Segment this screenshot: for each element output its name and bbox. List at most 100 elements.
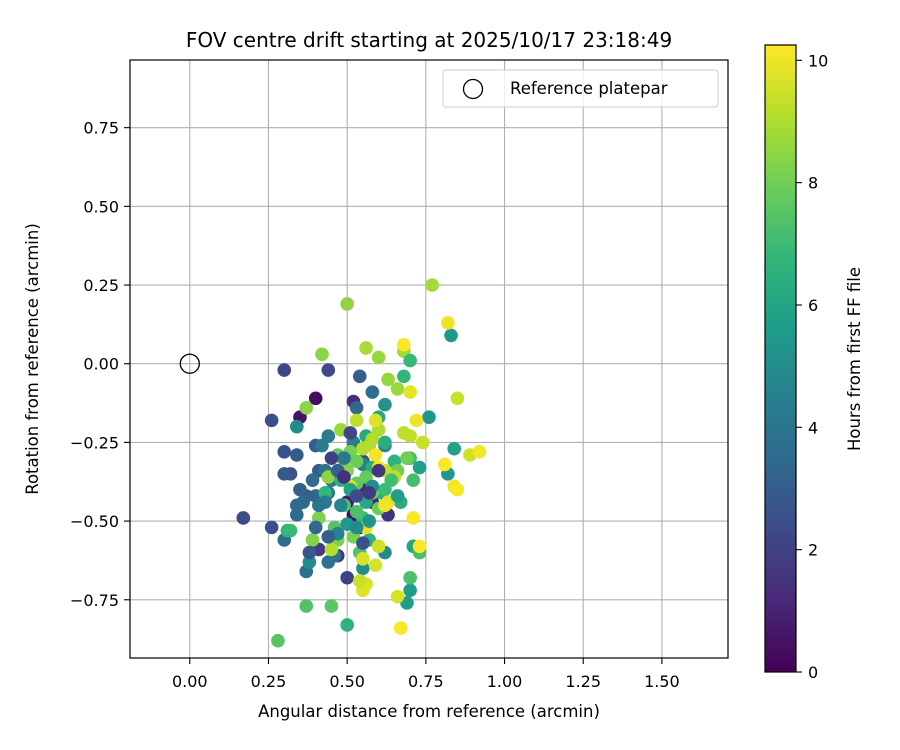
data-point	[412, 460, 427, 475]
data-point	[403, 353, 417, 368]
data-points	[236, 278, 487, 648]
data-point	[368, 448, 383, 462]
y-axis-ticks: −0.75 −0.50 −0.25 0.00 0.25 0.50 0.75	[70, 119, 130, 610]
data-point	[264, 413, 279, 428]
x-tick-label: 0.50	[329, 672, 365, 691]
x-axis-ticks: 0.00 0.25 0.50 0.75 1.00 1.25 1.50	[172, 658, 680, 691]
data-point	[305, 473, 320, 487]
data-point	[321, 429, 336, 443]
y-tick-label: 0.25	[83, 276, 119, 295]
data-point	[384, 473, 399, 487]
data-point	[415, 435, 430, 450]
legend-box	[442, 69, 719, 108]
data-point	[378, 498, 392, 513]
data-point	[393, 621, 408, 635]
legend: Reference platepar	[442, 69, 719, 108]
data-point	[340, 297, 354, 311]
data-point	[352, 574, 367, 588]
y-tick-label: −0.75	[70, 591, 119, 610]
data-point	[340, 618, 354, 632]
colorbar-tick-label: 8	[808, 174, 818, 193]
data-point	[406, 473, 421, 487]
data-point	[277, 363, 292, 377]
data-point	[359, 341, 373, 355]
data-point	[422, 410, 436, 425]
data-point	[356, 536, 370, 550]
colorbar-tick-label: 0	[808, 663, 818, 682]
data-point	[425, 278, 439, 292]
data-point	[390, 489, 405, 503]
colorbar-tick-label: 4	[808, 418, 818, 437]
x-tick-label: 0.25	[251, 672, 287, 691]
data-point	[349, 504, 364, 519]
chart-title: FOV centre drift starting at 2025/10/17 …	[186, 28, 672, 52]
data-point	[321, 530, 336, 544]
reference-layer	[179, 353, 200, 374]
data-point	[340, 570, 354, 585]
data-point	[378, 397, 392, 412]
data-point	[290, 448, 304, 462]
y-tick-label: 0.00	[83, 355, 119, 374]
x-tick-label: 1.25	[565, 672, 601, 691]
data-point	[371, 539, 386, 554]
data-point	[308, 520, 323, 535]
y-axis-label: Rotation from reference (arcmin)	[23, 223, 42, 495]
data-point	[400, 451, 414, 465]
data-point	[271, 633, 285, 648]
data-point	[412, 539, 427, 554]
data-point	[390, 382, 405, 396]
data-point	[236, 511, 251, 525]
data-point	[444, 328, 458, 343]
plot-background	[130, 60, 728, 658]
data-point	[290, 507, 304, 522]
data-point	[403, 385, 417, 399]
colorbar-tick-label: 2	[808, 541, 818, 560]
data-point	[409, 413, 424, 428]
data-point	[318, 485, 332, 500]
x-tick-label: 1.50	[644, 672, 680, 691]
data-point	[381, 372, 395, 387]
x-tick-label: 0.00	[172, 672, 208, 691]
data-point	[337, 451, 351, 465]
data-point	[299, 599, 314, 613]
data-point	[264, 520, 279, 535]
colorbar-ticks: 0 2 4 6 8 10	[796, 51, 828, 682]
data-point	[437, 457, 452, 472]
colorbar-label: Hours from first FF file	[845, 267, 864, 451]
colorbar: 0 2 4 6 8 10 Hours from first FF file	[764, 44, 864, 682]
data-point	[356, 441, 370, 456]
legend-label-reference: Reference platepar	[510, 79, 668, 98]
data-point	[277, 445, 292, 459]
data-point	[349, 489, 364, 503]
plot-area: 0.00 0.25 0.50 0.75 1.00 1.25 1.50 −0.75−0.50−…	[70, 59, 729, 691]
data-point	[362, 485, 377, 500]
data-point	[472, 445, 487, 459]
data-point	[321, 363, 336, 377]
data-point	[349, 413, 364, 428]
data-point	[349, 400, 364, 415]
data-point	[441, 316, 455, 330]
data-point	[296, 495, 310, 510]
data-point	[365, 385, 380, 399]
data-point	[450, 391, 465, 406]
y-tick-label: 0.50	[83, 197, 119, 216]
data-point	[324, 542, 339, 557]
data-point	[302, 545, 317, 560]
data-point	[312, 498, 326, 513]
data-point	[365, 432, 380, 447]
x-axis-label: Angular distance from reference (arcmin)	[258, 702, 600, 721]
data-point	[371, 463, 386, 478]
data-point	[356, 561, 370, 576]
data-point	[334, 498, 348, 513]
y-tick-label: −0.50	[70, 512, 119, 531]
data-point	[397, 369, 411, 384]
data-point	[390, 589, 405, 604]
data-point	[308, 391, 323, 406]
y-tick-label: −0.25	[70, 433, 119, 452]
data-point	[349, 520, 364, 535]
colorbar-tick-label: 6	[808, 296, 818, 315]
data-point	[450, 482, 465, 497]
data-point	[397, 426, 411, 440]
data-point	[283, 523, 298, 538]
